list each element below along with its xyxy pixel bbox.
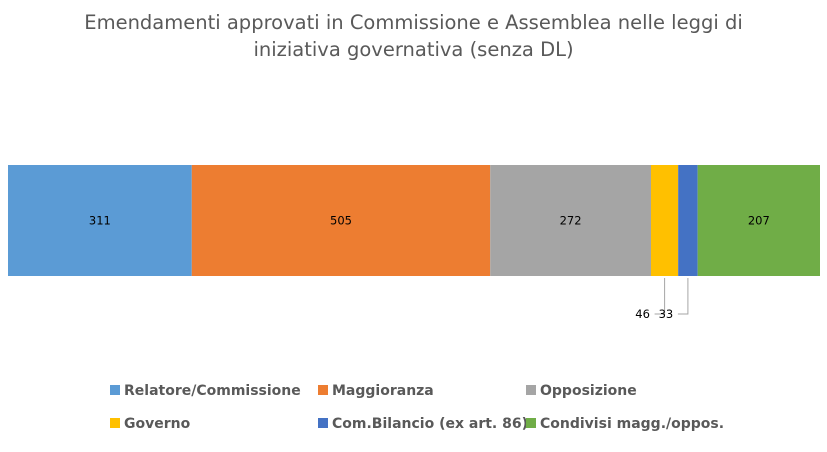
legend-swatch-relatore-commissione (110, 385, 120, 395)
legend-swatch-maggioranza (318, 385, 328, 395)
legend-item-com-bilancio-ex-art-86: Com.Bilancio (ex art. 86) (318, 416, 528, 432)
data-label-com-bilancio-ex-art-86: 33 (659, 307, 674, 321)
data-label-condivisi-magg-oppos: 207 (748, 214, 770, 228)
legend-swatch-condivisi-magg-oppos (526, 418, 536, 428)
data-label-maggioranza: 505 (330, 214, 352, 228)
chart-title-line-2: iniziativa governativa (senza DL) (253, 38, 573, 61)
data-label-opposizione: 272 (560, 214, 582, 228)
legend-label-opposizione: Opposizione (540, 383, 637, 399)
leader-line-com-bilancio-ex-art-86 (677, 278, 689, 315)
legend-item-condivisi-magg-oppos: Condivisi magg./oppos. (526, 416, 724, 432)
bar-segment-relatore-commissione (8, 165, 192, 276)
bar-segment-condivisi-magg-oppos (697, 165, 820, 276)
legend-item-governo: Governo (110, 416, 191, 432)
data-label-relatore-commissione: 311 (89, 214, 111, 228)
bar-segment-maggioranza (191, 165, 491, 276)
legend-item-opposizione: Opposizione (526, 383, 637, 399)
legend-label-relatore-commissione: Relatore/Commissione (124, 383, 301, 399)
data-labels: 311 505 272 46 33 207 (89, 214, 770, 322)
legend-item-relatore-commissione: Relatore/Commissione (110, 383, 301, 399)
legend-label-governo: Governo (124, 416, 191, 432)
bar-stack (8, 165, 820, 276)
legend-label-condivisi-magg-oppos: Condivisi magg./oppos. (540, 416, 724, 432)
legend-item-maggioranza: Maggioranza (318, 383, 434, 399)
legend: Relatore/Commissione Maggioranza Opposizio… (110, 383, 724, 432)
legend-label-maggioranza: Maggioranza (332, 383, 434, 399)
bar-segment-com-bilancio-ex-art-86 (678, 165, 698, 276)
legend-swatch-opposizione (526, 385, 536, 395)
chart-title: Emendamenti approvati in Commissione e A… (84, 11, 743, 61)
leader-line-governo (654, 278, 666, 315)
legend-swatch-com-bilancio-ex-art-86 (318, 418, 328, 428)
bar-segment-governo (650, 165, 679, 276)
data-label-governo: 46 (635, 307, 650, 321)
legend-label-com-bilancio-ex-art-86: Com.Bilancio (ex art. 86) (332, 416, 528, 432)
chart-title-line-1: Emendamenti approvati in Commissione e A… (84, 11, 743, 34)
bar-segment-opposizione (490, 165, 651, 276)
legend-swatch-governo (110, 418, 120, 428)
